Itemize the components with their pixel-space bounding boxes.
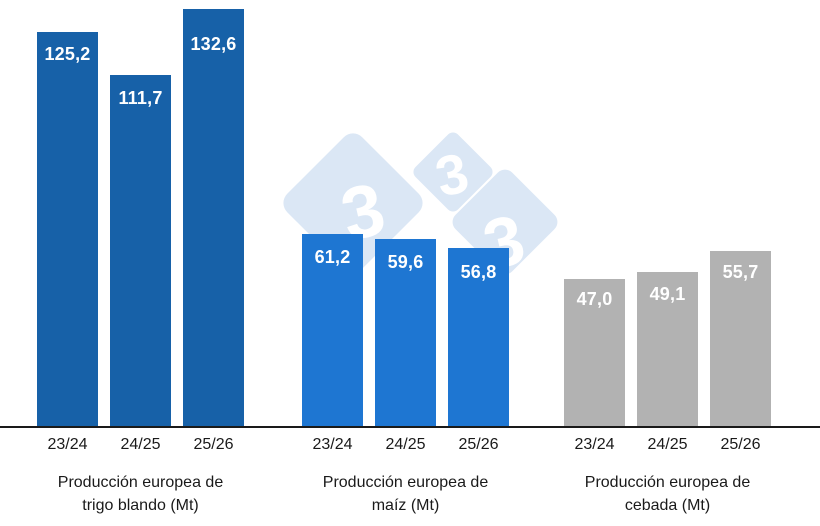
bar-group1-24/25 — [110, 75, 171, 427]
x-tick-label: 25/26 — [193, 436, 234, 453]
bar-value-label: 55,7 — [722, 262, 759, 282]
bar-value-label: 49,1 — [649, 284, 686, 304]
bar-value-label: 59,6 — [387, 252, 424, 272]
x-tick-label: 24/25 — [385, 436, 426, 453]
x-tick-label: 23/24 — [574, 436, 615, 453]
bar-group2-25/26 — [448, 248, 509, 427]
bar-value-label: 111,7 — [118, 88, 163, 108]
bar-group3-23/24 — [564, 279, 625, 427]
bar-value-label: 132,6 — [190, 34, 237, 54]
x-tick-label: 25/26 — [720, 436, 761, 453]
group-title-2: Producción europea de maíz (Mt) — [322, 474, 489, 514]
bar-group2-24/25 — [375, 239, 436, 427]
x-tick-label: 24/25 — [647, 436, 688, 453]
bar-value-label: 125,2 — [44, 44, 91, 64]
x-axis-line — [0, 426, 820, 428]
group-title-3: Producción europea de cebada (Mt) — [584, 474, 751, 514]
bar-group3-24/25 — [637, 272, 698, 427]
bar-group1-23/24 — [37, 32, 98, 427]
x-tick-label: 24/25 — [120, 436, 161, 453]
group-title-1: Producción europea de trigo blando (Mt) — [57, 474, 224, 514]
bar-value-label: 47,0 — [576, 289, 613, 309]
x-tick-label: 23/24 — [312, 436, 353, 453]
bar-value-label: 61,2 — [314, 247, 351, 267]
bar-value-label: 56,8 — [460, 262, 497, 282]
bar-group3-25/26 — [710, 251, 771, 427]
x-tick-label: 25/26 — [458, 436, 499, 453]
bar-group2-23/24 — [302, 234, 363, 427]
x-tick-label: 23/24 — [47, 436, 88, 453]
bar-group1-25/26 — [183, 9, 244, 427]
